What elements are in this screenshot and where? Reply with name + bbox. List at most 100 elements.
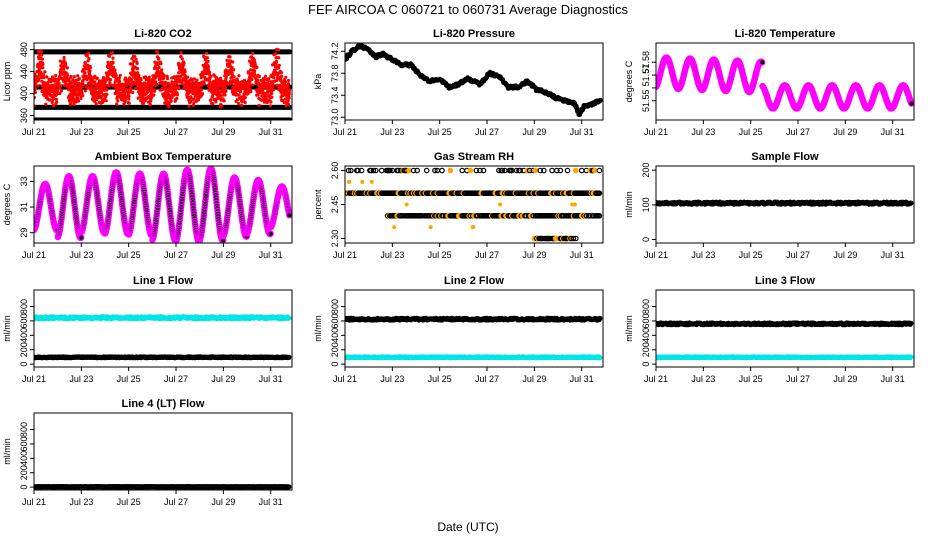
series-box-temp bbox=[34, 166, 292, 243]
co2-sample-point bbox=[40, 57, 45, 61]
y-tick-label: 51.58 bbox=[641, 51, 651, 74]
co2-sample-point bbox=[83, 71, 87, 75]
x-tick-label: Jul 27 bbox=[164, 127, 188, 137]
co2-sample-point bbox=[80, 91, 84, 95]
co2-sample-point bbox=[110, 51, 115, 55]
co2-sample-point bbox=[127, 97, 131, 101]
cell-temp-point bbox=[909, 101, 914, 106]
co2-sample-point bbox=[105, 88, 109, 92]
co2-sample-point bbox=[80, 88, 84, 93]
co2-sample-point bbox=[287, 88, 292, 92]
co2-sample-point bbox=[271, 83, 275, 87]
co2-sample-point bbox=[41, 66, 45, 70]
co2-sample-point bbox=[83, 61, 87, 65]
co2-sample-point bbox=[203, 55, 207, 59]
co2-sample-point bbox=[92, 90, 96, 94]
x-tick-label: Jul 21 bbox=[333, 127, 357, 137]
co2-sample-point bbox=[34, 87, 37, 91]
x-tick-label: Jul 31 bbox=[259, 127, 283, 137]
co2-sample-point bbox=[40, 53, 44, 57]
co2-sample-point bbox=[223, 93, 227, 97]
co2-sample-point bbox=[123, 93, 127, 97]
cell-temp-point bbox=[760, 60, 765, 65]
co2-sample-point bbox=[45, 75, 49, 79]
co2-sample-point bbox=[43, 70, 47, 74]
co2-sample-point bbox=[76, 74, 80, 78]
co2-sample-point bbox=[179, 51, 183, 55]
co2-sample-point bbox=[182, 61, 186, 65]
co2-sample-point bbox=[207, 70, 212, 74]
x-tick-label: Jul 25 bbox=[739, 127, 763, 137]
co2-sample-point bbox=[37, 54, 41, 58]
figure-title: FEF AIRCOA C 060721 to 060731 Average Di… bbox=[308, 2, 628, 17]
co2-sample-point bbox=[213, 87, 217, 92]
co2-sample-point bbox=[134, 57, 138, 61]
co2-sample-point bbox=[201, 92, 205, 96]
series-pressure bbox=[345, 43, 603, 118]
co2-sample-point bbox=[279, 90, 283, 94]
y-tick-label: 73.0 bbox=[330, 108, 340, 126]
y-tick-label: 360 bbox=[19, 108, 29, 123]
co2-sample-point bbox=[89, 83, 93, 87]
co2-sample-point bbox=[206, 67, 210, 72]
co2-sample-point bbox=[135, 67, 140, 71]
co2-sample-point bbox=[69, 81, 74, 85]
co2-sample-point bbox=[261, 89, 265, 93]
co2-sample-point bbox=[64, 63, 68, 67]
co2-sample-point bbox=[212, 80, 216, 84]
co2-sample-point bbox=[249, 68, 253, 72]
co2-sample-point bbox=[52, 103, 56, 108]
co2-sample-point bbox=[209, 98, 213, 102]
co2-sample-point bbox=[192, 77, 196, 81]
co2-sample-point bbox=[243, 95, 247, 100]
co2-sample-point bbox=[117, 79, 121, 83]
panel-title: Ambient Box Temperature bbox=[95, 151, 232, 163]
co2-sample-point bbox=[209, 74, 213, 78]
co2-sample-point bbox=[113, 68, 117, 72]
co2-sample-point bbox=[168, 89, 172, 93]
series-cell-temp bbox=[656, 54, 914, 112]
co2-sample-point bbox=[253, 69, 257, 73]
co2-sample-point bbox=[88, 69, 92, 73]
co2-sample-point bbox=[152, 93, 156, 97]
co2-sample-point bbox=[153, 64, 157, 68]
co2-sample-point bbox=[72, 102, 76, 107]
co2-sample-point bbox=[114, 73, 118, 77]
co2-sample-point bbox=[62, 55, 66, 60]
co2-sample-point bbox=[106, 76, 110, 80]
co2-sample-point bbox=[243, 100, 247, 105]
co2-sample-point bbox=[272, 88, 276, 92]
co2-sample-point bbox=[39, 50, 44, 54]
co2-sample-point bbox=[131, 62, 135, 66]
co2-sample-point bbox=[251, 51, 255, 56]
co2-sample-point bbox=[155, 82, 159, 86]
co2-sample-point bbox=[224, 89, 228, 93]
co2-sample-point bbox=[218, 76, 223, 80]
co2-sample-point bbox=[176, 77, 180, 81]
y-axis-label: Licor ppm bbox=[2, 62, 12, 102]
x-tick-label: Jul 23 bbox=[380, 127, 404, 137]
co2-sample-point bbox=[94, 102, 98, 106]
co2-sample-point bbox=[62, 58, 66, 63]
co2-sample-point bbox=[127, 94, 131, 98]
co2-sample-point bbox=[147, 75, 151, 79]
co2-sample-point bbox=[104, 99, 108, 103]
co2-sample-point bbox=[286, 84, 290, 89]
co2-sample-point bbox=[59, 89, 64, 93]
co2-sample-point bbox=[286, 99, 290, 103]
x-tick-label: Jul 27 bbox=[786, 127, 810, 137]
co2-sample-point bbox=[149, 91, 153, 95]
panel-title: Li-820 Pressure bbox=[433, 28, 515, 40]
co2-sample-point bbox=[219, 94, 223, 98]
co2-sample-point bbox=[140, 82, 144, 86]
co2-sample-point bbox=[131, 90, 135, 95]
co2-sample-point bbox=[68, 87, 72, 91]
co2-sample-point bbox=[214, 100, 218, 104]
x-axis: Jul 21 Jul 23 Jul 25 Jul 27 Jul 29 Jul 31 bbox=[644, 120, 905, 137]
y-tick-label: 480 bbox=[19, 42, 29, 57]
co2-sample-point bbox=[93, 74, 97, 78]
co2-sample-point bbox=[267, 77, 271, 81]
